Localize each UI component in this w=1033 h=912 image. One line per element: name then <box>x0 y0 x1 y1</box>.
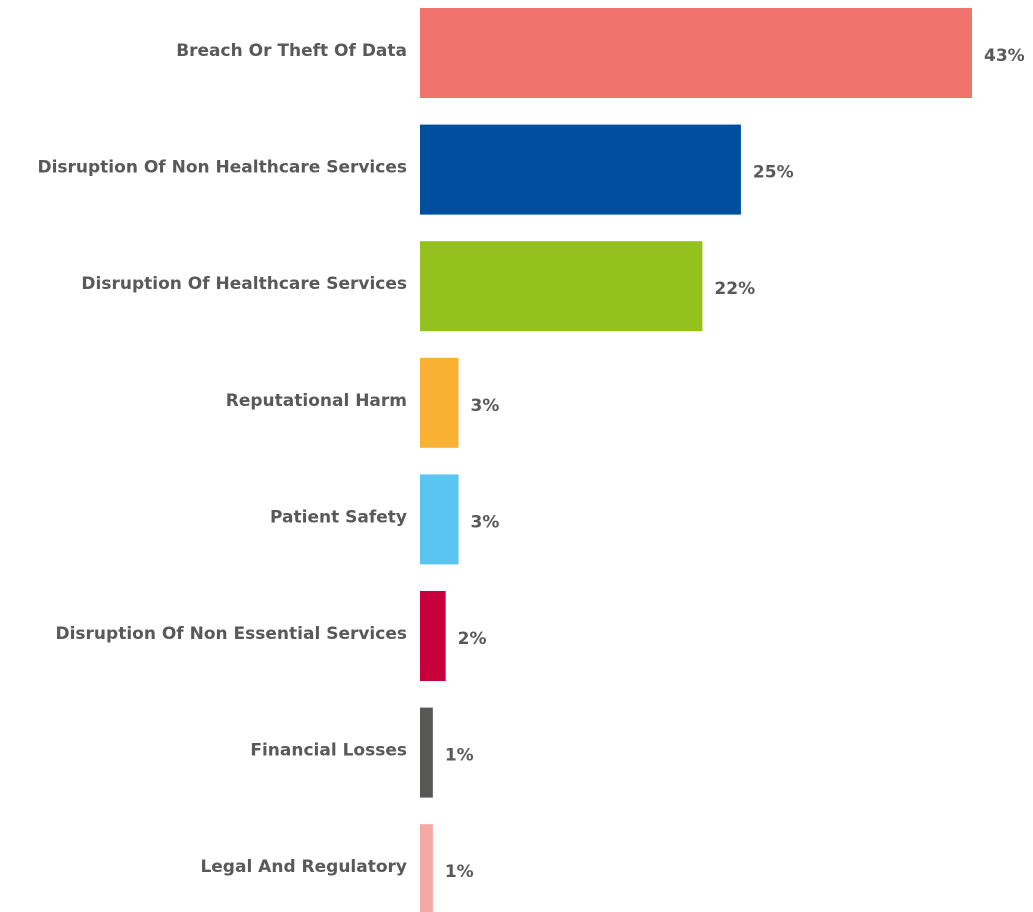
bar <box>420 8 972 98</box>
bar <box>420 241 703 332</box>
category-label: Reputational Harm <box>226 391 407 411</box>
category-label: Disruption Of Non Essential Services <box>55 624 407 644</box>
category-label: Disruption Of Non Healthcare Services <box>37 158 407 178</box>
bar <box>420 591 446 681</box>
bar <box>420 124 741 215</box>
value-label: 3% <box>471 396 500 416</box>
category-label: Legal And Regulatory <box>200 857 407 877</box>
bar <box>420 474 459 565</box>
bar <box>420 357 459 448</box>
bar <box>420 824 433 912</box>
category-label: Patient Safety <box>270 507 407 527</box>
category-label: Breach Or Theft Of Data <box>176 41 407 61</box>
value-label: 43% <box>984 46 1025 66</box>
category-label: Disruption Of Healthcare Services <box>81 274 407 294</box>
value-label: 22% <box>714 279 755 299</box>
value-label: 25% <box>753 163 794 183</box>
value-label: 2% <box>458 629 487 649</box>
value-label: 1% <box>445 746 474 766</box>
bar <box>420 707 433 798</box>
value-label: 1% <box>445 862 474 882</box>
category-label: Financial Losses <box>250 741 407 761</box>
value-label: 3% <box>471 512 500 532</box>
